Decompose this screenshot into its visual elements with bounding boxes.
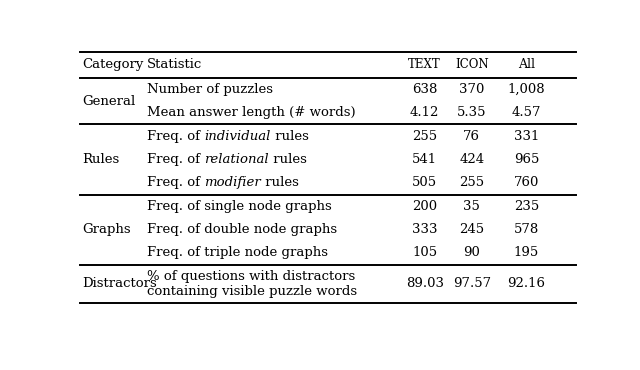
Text: Rules: Rules [83,153,120,166]
Text: individual: individual [204,130,271,143]
Text: 200: 200 [412,200,437,213]
Text: rules: rules [261,176,299,189]
Text: All: All [518,58,535,71]
Text: 578: 578 [514,223,539,236]
Text: 541: 541 [412,153,437,166]
Text: 424: 424 [460,153,484,166]
Text: 89.03: 89.03 [406,278,444,290]
Text: TEXT: TEXT [408,58,441,71]
Text: 760: 760 [514,176,539,189]
Text: 1,008: 1,008 [508,83,545,96]
Text: Statistic: Statistic [147,58,202,71]
Text: Distractors: Distractors [83,278,157,290]
Text: Freq. of triple node graphs: Freq. of triple node graphs [147,246,328,259]
Text: 4.57: 4.57 [511,106,541,119]
Text: 331: 331 [514,130,539,143]
Text: Mean answer length (# words): Mean answer length (# words) [147,106,356,119]
Text: 5.35: 5.35 [457,106,486,119]
Text: Number of puzzles: Number of puzzles [147,83,273,96]
Text: 638: 638 [412,83,437,96]
Text: 235: 235 [514,200,539,213]
Text: 195: 195 [514,246,539,259]
Text: rules: rules [269,153,307,166]
Text: Freq. of single node graphs: Freq. of single node graphs [147,200,332,213]
Text: 105: 105 [412,246,437,259]
Text: 35: 35 [463,200,480,213]
Text: Graphs: Graphs [83,223,131,236]
Text: rules: rules [271,130,308,143]
Text: 245: 245 [460,223,484,236]
Text: 4.12: 4.12 [410,106,440,119]
Text: Freq. of: Freq. of [147,176,204,189]
Text: 255: 255 [412,130,437,143]
Text: 90: 90 [463,246,480,259]
Text: % of questions with distractors
containing visible puzzle words: % of questions with distractors containi… [147,270,357,298]
Text: ICON: ICON [455,58,489,71]
Text: 505: 505 [412,176,437,189]
Text: 92.16: 92.16 [508,278,545,290]
Text: 370: 370 [459,83,484,96]
Text: Freq. of: Freq. of [147,153,204,166]
Text: 76: 76 [463,130,481,143]
Text: 333: 333 [412,223,438,236]
Text: 965: 965 [514,153,539,166]
Text: 97.57: 97.57 [452,278,491,290]
Text: General: General [83,95,136,108]
Text: Category: Category [83,58,144,71]
Text: Freq. of: Freq. of [147,130,204,143]
Text: 255: 255 [460,176,484,189]
Text: Freq. of double node graphs: Freq. of double node graphs [147,223,337,236]
Text: relational: relational [204,153,269,166]
Text: modifier: modifier [204,176,261,189]
